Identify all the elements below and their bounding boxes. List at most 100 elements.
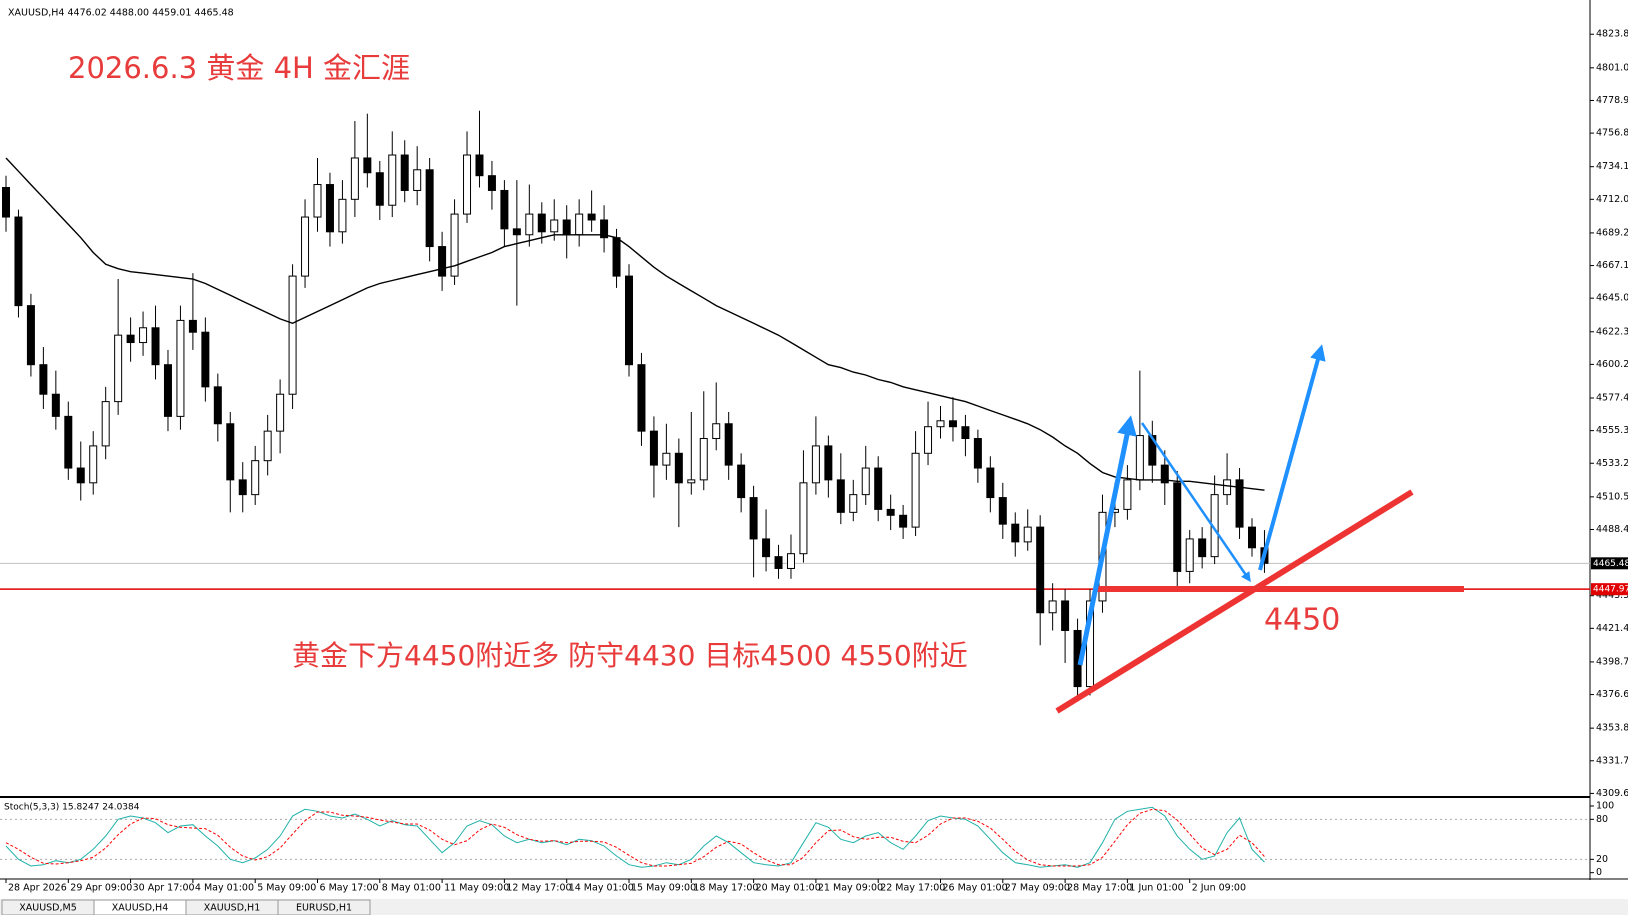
y-tick-label: 4801.05	[1596, 62, 1628, 73]
x-tick-label: 22 May 17:00	[880, 883, 945, 894]
level-box	[1591, 583, 1628, 596]
bid-label: 4465.48	[1593, 559, 1628, 569]
level-note: 4450	[1264, 603, 1340, 638]
indicator-tick-label: 0	[1596, 867, 1602, 878]
x-tick-label: 14 May 01:00	[569, 883, 634, 894]
candle-body	[774, 556, 783, 569]
y-tick-label: 4443.55	[1596, 590, 1628, 601]
x-tick-label: 5 May 09:00	[257, 883, 316, 894]
candle-body	[301, 216, 310, 277]
candle-body	[625, 275, 633, 366]
candle-body	[1160, 464, 1169, 484]
candle-body	[338, 198, 347, 233]
y-tick-label: 4645.05	[1596, 293, 1628, 304]
x-tick-label: 26 May 01:00	[943, 883, 1008, 894]
candle-body	[375, 172, 384, 206]
candle-body	[936, 420, 945, 428]
x-tick-label: 6 May 17:00	[320, 883, 379, 894]
moving-average	[5, 157, 1265, 491]
tab-label[interactable]: XAUUSD,H4	[112, 903, 168, 914]
candle-body	[26, 305, 35, 366]
candle-body	[1036, 526, 1045, 614]
candle-body	[263, 430, 272, 462]
candle-body	[824, 445, 833, 481]
candle-body	[114, 334, 123, 403]
y-tick-label: 4756.85	[1596, 128, 1628, 139]
candle-body	[14, 216, 23, 307]
y-tick-label: 4398.70	[1596, 656, 1628, 667]
candle-body	[1048, 600, 1057, 614]
trend-line	[1055, 489, 1414, 714]
y-tick-label: 4712.00	[1596, 194, 1628, 205]
y-tick-label: 4533.25	[1596, 458, 1628, 469]
candle-body	[712, 423, 721, 440]
x-tick-label: 29 Apr 09:00	[70, 883, 132, 894]
candle-body	[512, 228, 521, 236]
candle-body	[487, 175, 496, 191]
candle-body	[662, 452, 671, 466]
candle-body	[699, 438, 708, 481]
candle-body	[874, 467, 883, 510]
candle-body	[400, 154, 409, 191]
candle-body	[998, 497, 1007, 525]
tab[interactable]	[277, 899, 371, 915]
candle-body	[525, 213, 534, 236]
chart-title: 2026.6.3 黄金 4H 金汇涯	[68, 51, 410, 85]
candle-body	[861, 467, 870, 496]
y-tick-label: 4331.75	[1596, 755, 1628, 766]
candle-body	[899, 514, 908, 528]
arrow-target	[1258, 344, 1326, 571]
drawings	[1055, 344, 1464, 714]
x-tick-label: 15 May 09:00	[631, 883, 696, 894]
x-tick-label: 8 May 01:00	[382, 883, 441, 894]
y-tick-label: 4421.45	[1596, 623, 1628, 634]
x-tick-label: 12 May 17:00	[506, 883, 571, 894]
candle-body	[51, 393, 60, 417]
candle-body	[163, 364, 172, 417]
y-tick-label: 4353.85	[1596, 723, 1628, 734]
symbol-header: XAUUSD,H4 4476.02 4488.00 4459.01 4465.4…	[8, 8, 234, 19]
x-tick-label: 2 Jun 09:00	[1192, 883, 1246, 894]
y-tick-label: 4488.40	[1596, 524, 1628, 535]
candle-body	[126, 334, 135, 344]
candle-body	[213, 386, 222, 425]
candle-body	[600, 219, 609, 239]
y-tick-label: 4510.50	[1596, 491, 1628, 502]
x-tick-label: 28 Apr 2026	[8, 883, 67, 894]
y-tick-label: 4376.60	[1596, 689, 1628, 700]
candle-body	[762, 538, 771, 558]
candle-body	[674, 452, 683, 484]
y-tick-label: 4667.15	[1596, 260, 1628, 271]
y-tick-label: 4689.25	[1596, 227, 1628, 238]
candle-body	[438, 246, 447, 277]
candle-body	[986, 467, 995, 499]
y-tick-label: 4823.80	[1596, 29, 1628, 40]
candle-body	[799, 482, 808, 555]
y-tick-label: 4622.30	[1596, 326, 1628, 337]
candle-body	[724, 423, 733, 466]
candle-body	[450, 213, 459, 277]
candle-body	[562, 219, 571, 236]
candle-body	[737, 464, 746, 499]
indicator-tick-label: 100	[1596, 801, 1614, 812]
candle-body	[1148, 435, 1157, 466]
candle-body	[288, 275, 297, 395]
candle-body	[587, 213, 596, 221]
y-tick-label: 4309.65	[1596, 788, 1628, 799]
candle-body	[886, 508, 895, 516]
candle-body	[550, 219, 559, 233]
candle-body	[537, 213, 546, 233]
tab-label[interactable]: EURUSD,H1	[296, 903, 352, 914]
candle-body	[313, 184, 322, 218]
candle-body	[1235, 479, 1244, 528]
x-tick-label: 11 May 09:00	[444, 883, 509, 894]
candle-body	[2, 187, 10, 218]
tab-label[interactable]: XAUUSD,M5	[19, 903, 77, 914]
tab-bar	[0, 899, 1628, 915]
tab-label[interactable]: XAUUSD,H1	[204, 903, 260, 914]
candle-body	[475, 154, 484, 177]
x-tick-label: 21 May 09:00	[818, 883, 883, 894]
bid-box	[1591, 557, 1628, 570]
candle-body	[649, 430, 658, 466]
